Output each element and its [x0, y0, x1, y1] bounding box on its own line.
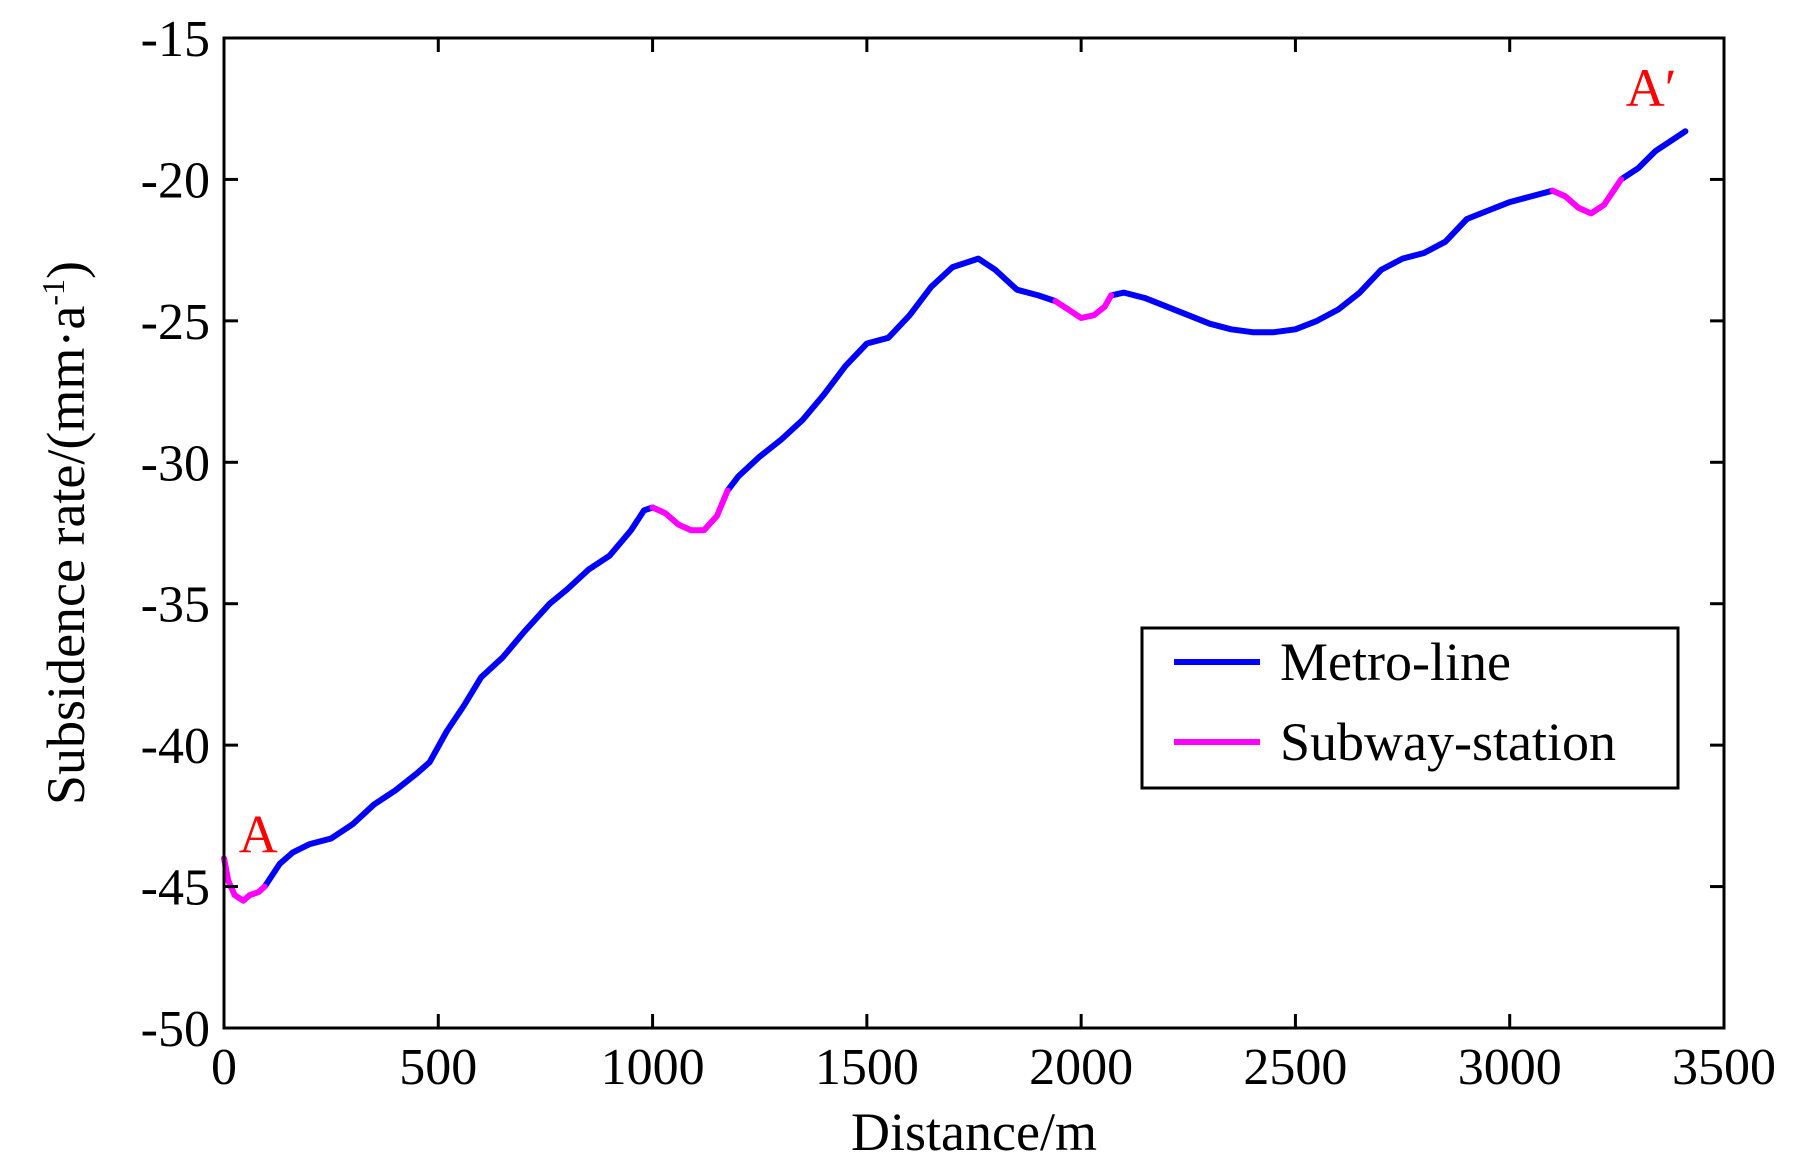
x-tick-label: 1500 — [815, 1039, 919, 1096]
legend-box — [1140, 626, 1680, 790]
series-lines — [221, 128, 1689, 904]
x-axis-title: Distance/m — [851, 1102, 1097, 1162]
y-axis-title-main: Subsidence rate/(mm·a — [36, 306, 96, 805]
plot-frame — [222, 36, 1726, 1030]
series-line-metro-line-segment-2 — [1108, 187, 1556, 336]
y-tick-label: -35 — [141, 577, 210, 634]
x-tick-label: 3500 — [1672, 1039, 1776, 1096]
series-line-metro-line-segment-1 — [724, 255, 1059, 494]
y-axis-title-close: ) — [36, 261, 96, 279]
y-tick-label: -40 — [141, 718, 210, 775]
y-tick-label: -50 — [141, 1001, 210, 1058]
y-axis-title: Subsidence rate/(mm·a-1) — [35, 261, 96, 805]
series-line-metro-line-segment-0 — [261, 504, 656, 890]
x-tick-label: 2500 — [1243, 1039, 1347, 1096]
y-tick-label: -20 — [141, 152, 210, 209]
x-tick-label: 1000 — [601, 1039, 705, 1096]
annotation-1: A′ — [1626, 58, 1677, 118]
series-line-subway-station-segment-1 — [649, 487, 731, 534]
y-tick-label: -25 — [141, 294, 210, 351]
series-line-metro-line-segment-3 — [1618, 128, 1689, 183]
tick-labels: 0 500 1000 1500 2000 2500 3000 3500 -50 -45 -40 -35… — [141, 11, 1776, 1096]
ticks — [222, 36, 1726, 1030]
series-line-subway-station-segment-2 — [1052, 292, 1115, 321]
series-line-subway-station-segment-3 — [1549, 176, 1625, 217]
legend: Metro-line Subway-station — [1140, 626, 1680, 790]
x-tick-label: 2000 — [1029, 1039, 1133, 1096]
y-tick-label: -45 — [141, 860, 210, 917]
series-line-subway-station-segment-0 — [221, 855, 268, 904]
y-tick-label: -30 — [141, 435, 210, 492]
y-axis-title-superscript: -1 — [35, 279, 71, 306]
y-tick-label: -15 — [141, 11, 210, 68]
legend-label-subway-station: Subway-station — [1280, 712, 1616, 772]
x-tick-label: 3000 — [1458, 1039, 1562, 1096]
x-tick-label: 500 — [399, 1039, 477, 1096]
x-tick-label: 0 — [211, 1039, 237, 1096]
legend-label-metro-line: Metro-line — [1280, 632, 1511, 692]
annotation-0: A — [239, 805, 278, 865]
annotations: A A′ — [239, 58, 1677, 865]
